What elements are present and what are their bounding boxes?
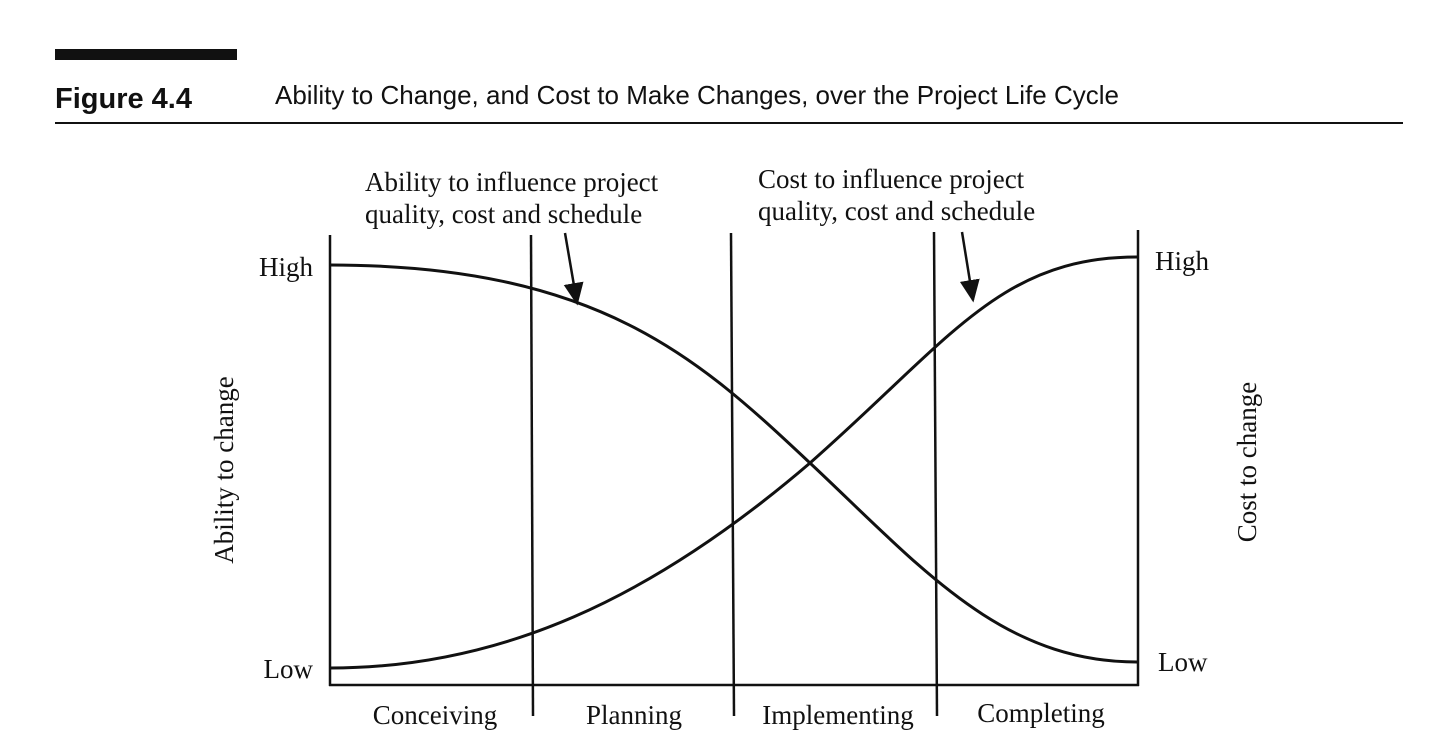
plot: [328, 230, 1140, 717]
phase-label: Conceiving: [373, 700, 497, 730]
annotation: quality, cost and schedule: [758, 196, 1035, 226]
left-high-label: High: [259, 252, 314, 282]
ability-curve: [329, 263, 1138, 664]
phase-divider: [529, 234, 535, 717]
annotation: Ability to influence project: [365, 167, 659, 197]
left-axis-title: Ability to change: [209, 376, 239, 563]
phase-label: Implementing: [762, 700, 913, 730]
phase-divider: [729, 232, 736, 717]
header-bar: [55, 49, 237, 60]
left-low-label: Low: [264, 654, 314, 684]
annotation: quality, cost and schedule: [365, 199, 642, 229]
right-low-label: Low: [1158, 647, 1208, 677]
annotation-arrow: [563, 232, 584, 306]
right-axis-title: Cost to change: [1232, 382, 1262, 542]
cost-curve: [329, 255, 1138, 670]
phase-divider: [932, 231, 939, 717]
annotation: Cost to influence project: [758, 164, 1025, 194]
annotation-arrow: [959, 231, 980, 303]
phase-label: Planning: [586, 700, 682, 730]
right-high-label: High: [1155, 246, 1210, 276]
phase-label: Completing: [977, 698, 1105, 728]
figure-label: Figure 4.4: [55, 83, 192, 115]
figure-title: Ability to Change, and Cost to Make Chan…: [275, 80, 1119, 110]
